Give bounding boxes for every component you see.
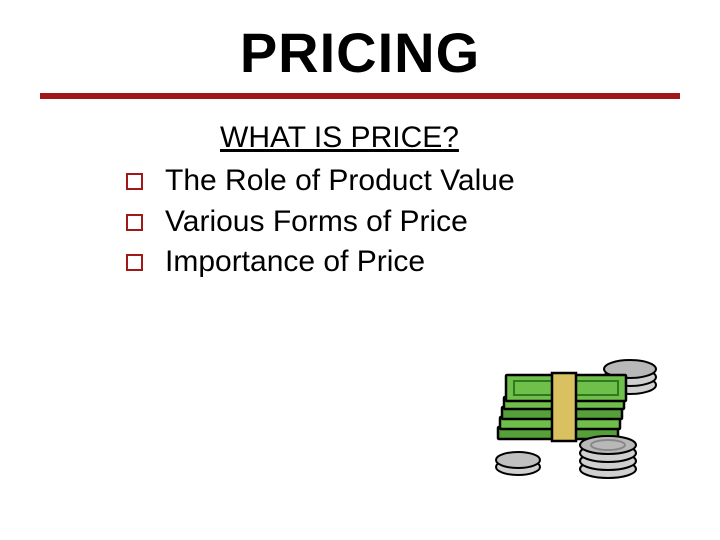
bullet-item: The Role of Product Value — [120, 161, 660, 202]
bullet-list: The Role of Product Value Various Forms … — [120, 161, 660, 283]
money-clipart-icon — [470, 335, 670, 485]
bullet-item: Importance of Price — [120, 242, 660, 283]
bullet-item: Various Forms of Price — [120, 202, 660, 243]
slide-title: PRICING — [0, 0, 720, 93]
slide: PRICING WHAT IS PRICE? The Role of Produ… — [0, 0, 720, 540]
slide-subtitle: WHAT IS PRICE? — [120, 121, 660, 155]
slide-content: WHAT IS PRICE? The Role of Product Value… — [0, 99, 720, 283]
